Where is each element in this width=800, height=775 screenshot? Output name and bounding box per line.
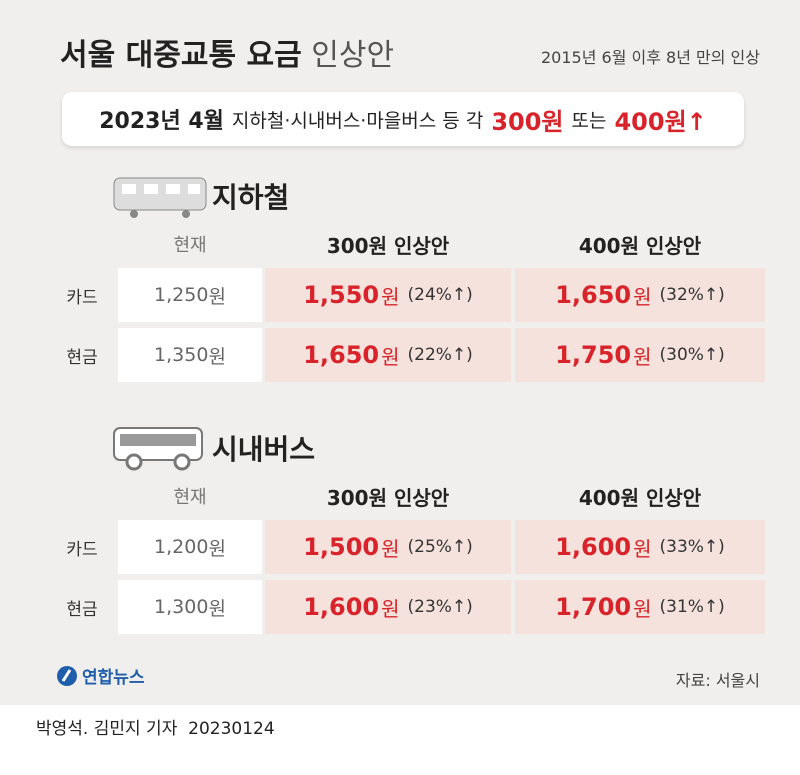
unit: 원 (208, 597, 226, 620)
plan-fare: 1,550 원 (24%↑) (265, 268, 511, 322)
row-label: 카드 (66, 287, 98, 308)
byline: 박영석. 김민지 기자 20230124 (36, 714, 275, 739)
change: (23%↑) (407, 597, 473, 617)
change: (32%↑) (659, 285, 725, 305)
column-header: 300원 인상안 (326, 485, 450, 510)
title-main: 서울 대중교통 요금 (60, 38, 302, 73)
logo-text: 연합뉴스 (82, 668, 145, 688)
current-fare: 1,250 원 (118, 268, 262, 322)
plan-fare: 1,650 원 (22%↑) (265, 328, 511, 382)
bus-icon (113, 427, 203, 471)
unit: 원 (633, 596, 652, 621)
amount: 1,250 (154, 284, 209, 306)
amount: 1,300 (154, 596, 209, 618)
logo-mark (57, 665, 77, 686)
column-header: 400원 인상안 (578, 485, 702, 510)
row-label: 현금 (66, 599, 98, 620)
source: 자료: 서울시 (675, 671, 760, 690)
column-header: 300원 인상안 (326, 233, 450, 258)
amount: 1,600 (303, 593, 380, 621)
amount: 1,750 (555, 341, 632, 369)
column-header: 현재 (173, 487, 207, 508)
amount: 1,650 (303, 341, 380, 369)
unit: 원 (381, 536, 400, 561)
change: (33%↑) (659, 537, 725, 557)
unit: 원 (208, 345, 226, 368)
subtitle: 2015년 6월 이후 8년 만의 인상 (541, 48, 760, 67)
plan-fare: 1,700 원 (31%↑) (515, 580, 765, 634)
unit: 원 (633, 536, 652, 561)
unit: 원 (381, 596, 400, 621)
amount: 1,700 (555, 593, 632, 621)
plan-fare: 1,650 원 (32%↑) (515, 268, 765, 322)
title: 서울 대중교통 요금 인상안 (60, 30, 394, 74)
banner-date: 2023년 4월 (99, 109, 224, 134)
amount: 1,200 (154, 536, 209, 558)
banner-low: 300원 (491, 107, 564, 136)
banner-text: 지하철·시내버스·마을버스 등 각 (231, 109, 484, 132)
row-label: 카드 (66, 539, 98, 560)
unit: 원 (208, 285, 226, 308)
amount: 1,550 (303, 281, 380, 309)
unit: 원 (381, 284, 400, 309)
plan-fare: 1,600 원 (23%↑) (265, 580, 511, 634)
unit: 원 (381, 344, 400, 369)
banner: 2023년 4월 지하철·시내버스·마을버스 등 각 300원 또는 400원↑ (62, 92, 744, 146)
banner-conj: 또는 (571, 109, 607, 132)
section-title: 시내버스 (212, 433, 316, 466)
subway-icon (113, 177, 207, 218)
change: (25%↑) (407, 537, 473, 557)
reporters: 박영석. 김민지 기자 (36, 719, 178, 739)
plan-fare: 1,750 원 (30%↑) (515, 328, 765, 382)
current-fare: 1,300 원 (118, 580, 262, 634)
change: (24%↑) (407, 285, 473, 305)
current-fare: 1,350 원 (118, 328, 262, 382)
column-header: 400원 인상안 (578, 233, 702, 258)
row-label: 현금 (66, 347, 98, 368)
title-suffix: 인상안 (311, 38, 395, 73)
current-fare: 1,200 원 (118, 520, 262, 574)
banner-high: 400원↑ (614, 107, 707, 136)
change: (31%↑) (659, 597, 725, 617)
amount: 1,500 (303, 533, 380, 561)
section-title: 지하철 (212, 181, 290, 214)
change: (22%↑) (407, 345, 473, 365)
logo: 연합뉴스 (56, 663, 145, 688)
byline-date: 20230124 (188, 719, 275, 739)
amount: 1,600 (555, 533, 632, 561)
amount: 1,350 (154, 344, 209, 366)
unit: 원 (208, 537, 226, 560)
plan-fare: 1,600 원 (33%↑) (515, 520, 765, 574)
column-header: 현재 (173, 235, 207, 256)
change: (30%↑) (659, 345, 725, 365)
plan-fare: 1,500 원 (25%↑) (265, 520, 511, 574)
unit: 원 (633, 284, 652, 309)
unit: 원 (633, 344, 652, 369)
infographic: 서울 대중교통 요금 인상안 2015년 6월 이후 8년 만의 인상 2023… (0, 0, 800, 705)
amount: 1,650 (555, 281, 632, 309)
